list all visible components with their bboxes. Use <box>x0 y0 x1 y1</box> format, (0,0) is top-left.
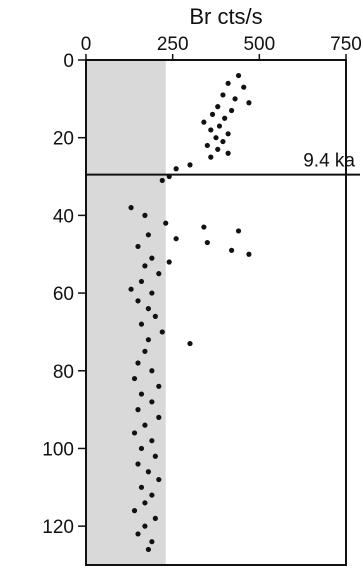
data-points <box>128 72 252 553</box>
data-point <box>246 251 252 257</box>
data-point <box>225 80 231 86</box>
data-point <box>152 515 158 521</box>
y-tick-label: 40 <box>53 206 74 227</box>
y-tick-label: 20 <box>53 129 74 150</box>
data-point <box>135 298 141 304</box>
data-point <box>159 329 165 335</box>
data-point <box>204 142 210 149</box>
y-axis-ticks: 0 20 40 60 80 100 120 <box>42 51 86 538</box>
data-point <box>149 290 155 296</box>
x-tick-label: 0 <box>81 34 92 55</box>
data-point <box>149 438 155 444</box>
y-tick-label: 60 <box>53 284 74 305</box>
y-tick-label: 80 <box>53 362 74 383</box>
data-point <box>138 321 145 327</box>
x-axis-ticks: 0 250 500 750 <box>81 34 362 60</box>
y-tick-label: 120 <box>42 517 74 538</box>
x-tick-label: 750 <box>330 34 362 55</box>
data-point <box>152 453 158 459</box>
data-point <box>201 224 207 230</box>
data-point <box>187 162 193 168</box>
data-point <box>232 96 238 102</box>
data-point <box>131 375 138 382</box>
data-point <box>246 100 252 106</box>
x-tick-label: 500 <box>243 34 275 55</box>
data-point <box>201 119 207 125</box>
data-point <box>173 236 179 242</box>
data-point <box>152 313 158 319</box>
data-point <box>135 360 141 366</box>
data-point <box>145 546 151 553</box>
data-point <box>235 228 242 234</box>
x-axis-title: Br cts/s <box>189 4 262 29</box>
data-point <box>166 259 172 265</box>
data-point <box>216 123 223 129</box>
data-point <box>241 84 247 90</box>
data-point <box>142 263 148 269</box>
data-point <box>149 399 155 405</box>
data-point <box>204 239 210 246</box>
data-point <box>209 111 216 117</box>
shaded-region <box>86 60 166 565</box>
data-point <box>138 484 145 490</box>
data-point <box>220 92 226 98</box>
data-point <box>156 476 162 483</box>
data-point <box>131 430 138 436</box>
data-point <box>138 445 145 452</box>
data-point <box>220 138 226 145</box>
data-point <box>128 205 134 211</box>
data-point <box>138 278 145 285</box>
data-point <box>208 127 214 133</box>
data-point <box>138 391 145 397</box>
data-point <box>235 72 242 79</box>
data-point <box>149 492 155 498</box>
data-point <box>135 407 141 413</box>
data-point <box>149 255 155 261</box>
x-tick-label: 250 <box>157 34 189 55</box>
data-point <box>215 104 221 110</box>
data-point <box>156 383 162 389</box>
y-tick-label: 0 <box>63 51 74 72</box>
data-point <box>225 131 231 137</box>
data-point <box>142 348 148 354</box>
data-point <box>135 461 141 467</box>
data-point <box>156 271 162 277</box>
data-point <box>215 146 221 152</box>
data-point <box>142 212 148 218</box>
data-point <box>213 135 219 141</box>
data-point <box>229 247 235 253</box>
y-tick-label: 100 <box>42 439 74 460</box>
data-point <box>145 469 151 475</box>
data-point <box>142 422 148 428</box>
plot-frame <box>85 59 347 566</box>
data-point <box>225 150 231 156</box>
data-point <box>159 177 165 184</box>
data-point <box>149 539 155 545</box>
data-point <box>145 232 151 238</box>
data-point <box>128 286 134 292</box>
data-point <box>135 243 141 250</box>
data-point <box>187 340 193 347</box>
data-point <box>135 531 141 537</box>
data-point <box>142 500 148 506</box>
data-point <box>145 337 151 343</box>
data-point <box>142 523 148 529</box>
annotation-label: 9.4 ka <box>303 151 355 172</box>
data-point <box>163 220 169 226</box>
data-point <box>173 166 179 172</box>
data-point <box>229 107 235 114</box>
data-point <box>145 306 151 312</box>
data-point <box>208 154 214 160</box>
data-point <box>222 115 228 121</box>
data-point <box>156 414 162 420</box>
data-point <box>149 368 155 374</box>
data-point <box>131 508 138 514</box>
